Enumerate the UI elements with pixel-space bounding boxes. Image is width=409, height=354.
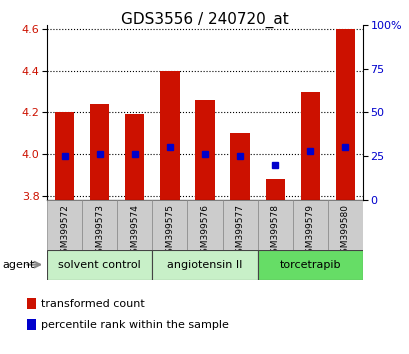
Text: GSM399580: GSM399580 <box>340 204 349 259</box>
Text: transformed count: transformed count <box>40 299 144 309</box>
Bar <box>90 104 109 200</box>
Bar <box>335 29 354 200</box>
Bar <box>27 298 36 309</box>
Bar <box>230 133 249 200</box>
Bar <box>47 250 152 280</box>
Bar <box>257 250 362 280</box>
Bar <box>55 113 74 200</box>
Text: torcetrapib: torcetrapib <box>279 259 340 270</box>
Bar <box>160 71 179 200</box>
Text: GDS3556 / 240720_at: GDS3556 / 240720_at <box>121 11 288 28</box>
Bar <box>257 200 292 250</box>
Bar <box>47 200 82 250</box>
Text: GSM399574: GSM399574 <box>130 204 139 259</box>
Bar <box>327 200 362 250</box>
Bar <box>265 179 284 200</box>
Text: GSM399575: GSM399575 <box>165 204 174 259</box>
Text: GSM399573: GSM399573 <box>95 204 104 259</box>
Text: angiotensin II: angiotensin II <box>167 259 242 270</box>
Bar <box>222 200 257 250</box>
Bar <box>195 100 214 200</box>
Text: agent: agent <box>2 259 34 270</box>
Text: GSM399579: GSM399579 <box>305 204 314 259</box>
Bar <box>152 200 187 250</box>
Text: solvent control: solvent control <box>58 259 141 270</box>
Bar <box>292 200 327 250</box>
Bar <box>82 200 117 250</box>
Bar <box>152 250 257 280</box>
Text: GSM399577: GSM399577 <box>235 204 244 259</box>
Bar <box>300 92 319 200</box>
Bar <box>187 200 222 250</box>
Bar <box>117 200 152 250</box>
Text: GSM399576: GSM399576 <box>200 204 209 259</box>
Text: GSM399572: GSM399572 <box>60 204 69 259</box>
Text: GSM399578: GSM399578 <box>270 204 279 259</box>
Bar <box>27 319 36 330</box>
Bar <box>125 114 144 200</box>
Text: percentile rank within the sample: percentile rank within the sample <box>40 320 228 330</box>
